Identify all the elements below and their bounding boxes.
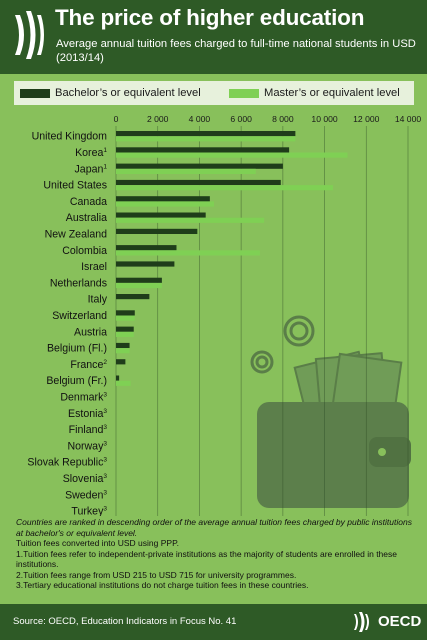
category-label: Korea1	[75, 147, 107, 159]
chart-notes: Countries are ranked in descending order…	[16, 517, 416, 591]
chart-legend: Bachelor’s or equivalent level Master’s …	[14, 81, 414, 105]
page-title: The price of higher education	[55, 5, 365, 30]
bar-bachelor	[116, 147, 290, 153]
category-label: Estonia3	[68, 408, 107, 420]
bar-bachelor	[116, 179, 281, 186]
header-banner: The price of higher education Average an…	[0, 0, 427, 74]
bar-bachelor	[116, 310, 135, 316]
bar-master	[116, 250, 260, 256]
bar-bachelor	[116, 277, 162, 283]
bar-master	[116, 201, 215, 207]
bar-master	[116, 168, 256, 174]
bar-master	[116, 136, 296, 142]
bar-bachelor	[116, 375, 120, 381]
bar-master	[116, 152, 348, 158]
bar-master	[116, 282, 162, 289]
oecd-logo-icon	[354, 612, 369, 632]
category-label: New Zealand	[45, 229, 108, 241]
bar-bachelor	[116, 131, 296, 137]
note-2: 2.Tuition fees range from USD 215 to USD…	[16, 569, 297, 580]
x-tick-label: 8 000	[272, 114, 294, 124]
category-label: Colombia	[62, 245, 107, 257]
category-label: Switzerland	[52, 310, 107, 322]
bar-bachelor	[116, 196, 210, 202]
x-tick-label: 12 000	[353, 114, 380, 124]
category-label: Belgium (Fr.)	[46, 375, 107, 387]
bar-master	[116, 217, 265, 223]
category-label: Canada	[70, 196, 107, 208]
category-label: Belgium (Fl.)	[47, 343, 107, 355]
category-label: Italy	[88, 294, 108, 306]
category-label: United Kingdom	[32, 131, 108, 143]
oecd-logo: OECD	[352, 610, 424, 634]
category-label: Slovenia3	[63, 473, 108, 485]
wallet-illustration-icon	[250, 315, 411, 508]
source-text: Source: OECD, Education Indicators in Fo…	[13, 616, 237, 627]
category-label: Norway3	[67, 440, 107, 452]
oecd-emblem-icon	[15, 11, 44, 59]
chart-bars	[116, 131, 348, 386]
bar-bachelor	[116, 245, 177, 251]
note-3: 3.Tertiary educational institutions do n…	[16, 580, 309, 590]
category-label: Netherlands	[50, 277, 107, 289]
note-1: 1.Tuition fees refer to independent-priv…	[16, 548, 397, 570]
note-ranking: Countries are ranked in descending order…	[16, 517, 412, 538]
legend-item-bachelor: Bachelor’s or equivalent level	[20, 87, 201, 99]
bar-bachelor	[116, 326, 134, 332]
category-label: Israel	[81, 261, 107, 273]
bar-bachelor	[116, 163, 283, 169]
bar-bachelor	[116, 342, 130, 349]
category-label: Finland3	[69, 424, 108, 436]
x-tick-label: 4 000	[189, 114, 211, 124]
page-subtitle: Average annual tuition fees charged to f…	[56, 38, 416, 64]
category-label: France2	[70, 359, 107, 371]
bar-bachelor	[116, 294, 150, 300]
category-label: Australia	[66, 212, 107, 224]
legend-label-master: Master’s or equivalent level	[264, 87, 400, 99]
footer-banner: Source: OECD, Education Indicators in Fo…	[0, 604, 427, 640]
bar-master	[116, 331, 134, 337]
bar-bachelor	[116, 212, 206, 218]
legend-swatch-bachelor	[20, 88, 50, 98]
y-axis-labels: United Kingdom Korea1 Japan1 United States C…	[27, 131, 108, 518]
category-label: Japan1	[75, 163, 108, 175]
legend-item-master: Master’s or equivalent level	[229, 87, 400, 99]
note-ppp: Tuition fees converted into USD using PP…	[16, 538, 180, 548]
bar-master	[116, 380, 131, 386]
oecd-logo-text: OECD	[378, 613, 422, 630]
x-tick-label: 2 000	[147, 114, 169, 124]
category-label: United States	[43, 180, 107, 192]
bar-bachelor	[116, 261, 175, 267]
bar-master	[116, 185, 333, 191]
category-label: Slovak Republic3	[27, 457, 107, 469]
chart-grid	[115, 126, 409, 522]
category-label: Turkey3	[71, 506, 107, 516]
bar-master	[116, 348, 130, 354]
category-label: Austria	[74, 326, 107, 338]
legend-swatch-master	[229, 88, 259, 98]
bar-bachelor	[116, 359, 126, 365]
bar-bachelor	[116, 228, 198, 234]
x-tick-label: 6 000	[230, 114, 252, 124]
x-tick-label: 14 000	[395, 114, 422, 124]
x-tick-label: 0	[114, 114, 119, 124]
bar-master	[116, 315, 135, 321]
legend-label-bachelor: Bachelor’s or equivalent level	[55, 87, 201, 99]
category-label: Sweden3	[65, 489, 107, 501]
category-label: Denmark3	[60, 392, 107, 404]
x-axis-ticks: 0 2 000 4 000 6 000 8 000 10 000 12 000 14 000	[114, 114, 422, 124]
x-tick-label: 10 000	[311, 114, 338, 124]
